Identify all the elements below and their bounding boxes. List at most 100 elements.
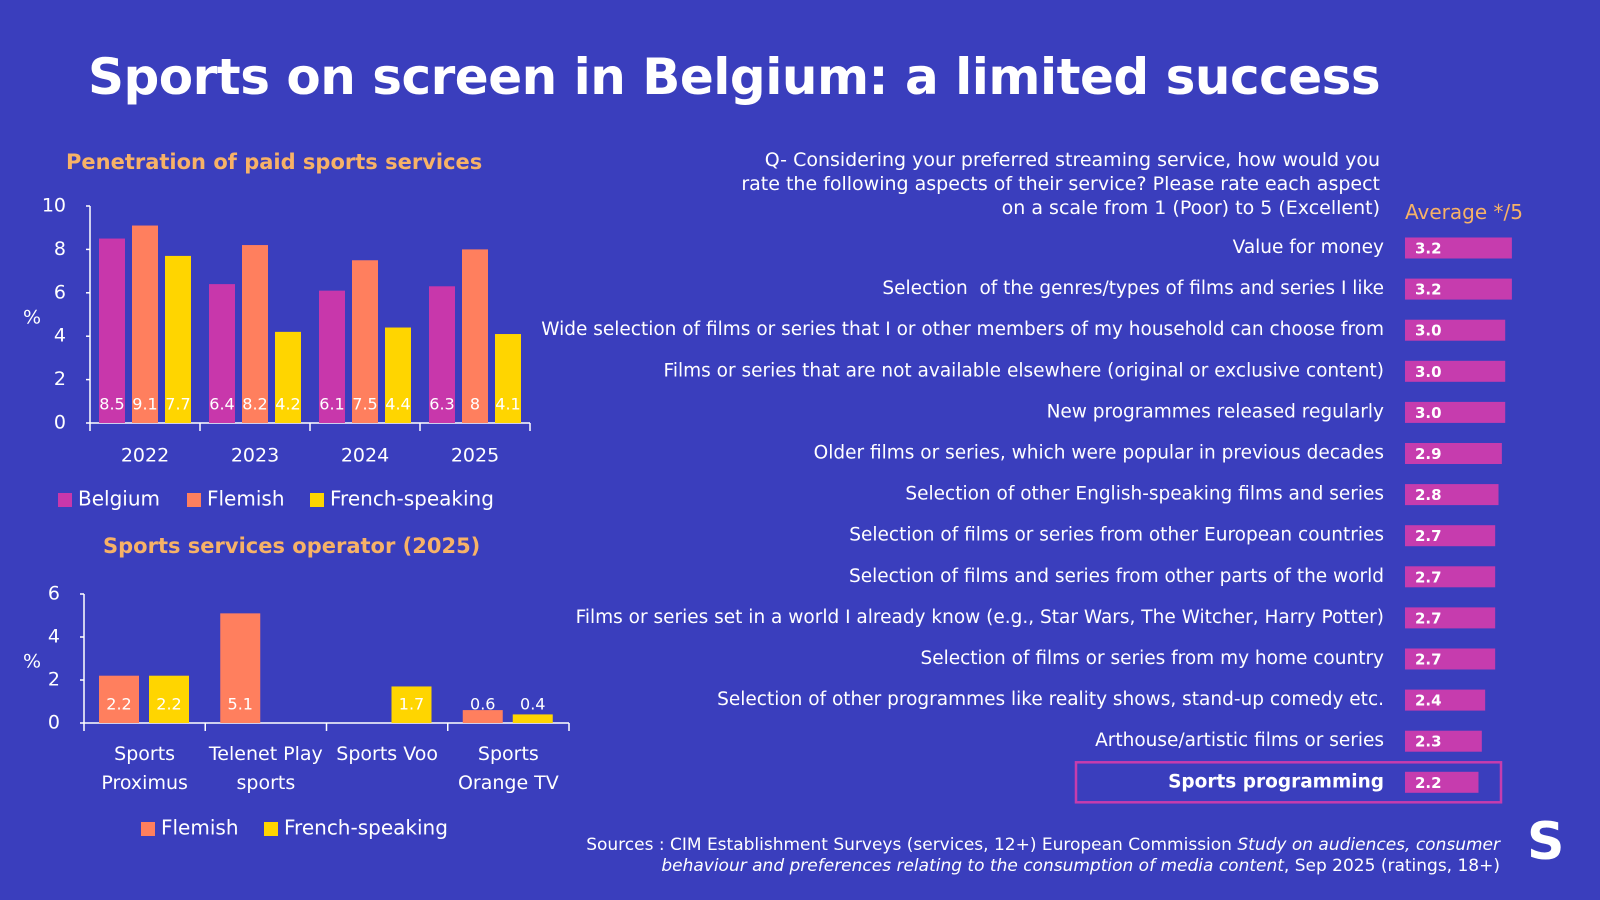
y-tick-label: 6 bbox=[48, 583, 60, 605]
data-label: 0.6 bbox=[470, 695, 495, 714]
category-label: Selection of other programmes like reali… bbox=[717, 689, 1384, 710]
bar bbox=[1405, 771, 1479, 793]
y-tick-label: 2 bbox=[54, 368, 66, 390]
x-tick-label: 2025 bbox=[451, 445, 499, 467]
bar bbox=[1405, 401, 1506, 423]
data-label: 0.4 bbox=[520, 695, 545, 714]
bar bbox=[1405, 237, 1512, 259]
data-label: 2.7 bbox=[1415, 651, 1442, 669]
y-tick-label: 10 bbox=[42, 195, 66, 217]
bar bbox=[512, 714, 553, 723]
category-label: Wide selection of films or series that I… bbox=[541, 319, 1384, 340]
category-label: Arthouse/artistic films or series bbox=[1095, 730, 1384, 751]
legend-label: Flemish bbox=[161, 816, 239, 840]
data-label: 4.4 bbox=[385, 395, 410, 414]
bar bbox=[1405, 525, 1496, 547]
data-label: 2.7 bbox=[1415, 609, 1442, 627]
data-label: 2.2 bbox=[106, 695, 131, 714]
data-label: 3.2 bbox=[1415, 281, 1442, 299]
x-tick-label: Telenet Play sports bbox=[208, 743, 323, 794]
data-label: 8.5 bbox=[99, 395, 124, 414]
data-label: 8.2 bbox=[242, 395, 267, 414]
legend-label: Belgium bbox=[78, 487, 160, 511]
bar bbox=[209, 284, 235, 423]
data-label: 4.1 bbox=[495, 395, 520, 414]
slide-title: Sports on screen in Belgium: a limited s… bbox=[88, 48, 1381, 106]
data-label: 2.7 bbox=[1415, 527, 1442, 545]
data-label: 4.2 bbox=[275, 395, 300, 414]
data-label: 1.7 bbox=[399, 695, 424, 714]
data-label: 2.2 bbox=[156, 695, 181, 714]
bar bbox=[495, 334, 521, 423]
bar bbox=[1405, 689, 1486, 711]
data-label: 2.8 bbox=[1415, 486, 1442, 504]
bar bbox=[352, 260, 378, 423]
y-tick-label: 4 bbox=[48, 626, 60, 648]
bar bbox=[99, 675, 139, 723]
category-label: Sports programming bbox=[1168, 771, 1384, 792]
bar bbox=[319, 290, 345, 423]
data-label: 6.3 bbox=[429, 395, 454, 414]
x-tick-label: 2024 bbox=[341, 445, 389, 467]
category-label: Films or series that are not available e… bbox=[664, 360, 1384, 381]
source-title: Study on audiences, consumer behaviour a… bbox=[661, 835, 1500, 876]
legend-swatch bbox=[264, 822, 278, 836]
data-label: 5.1 bbox=[228, 695, 253, 714]
bar bbox=[242, 245, 268, 423]
bar bbox=[1405, 607, 1496, 629]
y-tick-label: 6 bbox=[54, 281, 66, 303]
legend-swatch bbox=[141, 822, 155, 836]
category-label: Selection of other English-speaking film… bbox=[905, 484, 1384, 505]
bar bbox=[1405, 648, 1496, 670]
category-label: Selection of films and series from other… bbox=[849, 566, 1384, 587]
logo: S bbox=[1527, 812, 1565, 872]
category-label: Value for money bbox=[1233, 237, 1384, 258]
source-text: Sources : CIM Establishment Surveys (ser… bbox=[586, 835, 1238, 855]
legend-swatch bbox=[187, 493, 201, 507]
bar bbox=[1405, 360, 1506, 382]
bar bbox=[275, 331, 301, 423]
x-tick-label: Sports Proximus bbox=[101, 743, 188, 794]
source-text: , Sep 2025 (ratings, 18+) bbox=[1283, 856, 1500, 876]
legend-swatch bbox=[310, 493, 324, 507]
question: Q- Considering your preferred streaming … bbox=[741, 149, 1380, 219]
chart-title: Sports services operator (2025) bbox=[103, 534, 481, 558]
data-label: 6.1 bbox=[319, 395, 344, 414]
bar bbox=[385, 327, 411, 423]
data-label: 2.2 bbox=[1415, 774, 1442, 792]
legend-label: French-speaking bbox=[330, 487, 494, 511]
data-label: 3.0 bbox=[1415, 404, 1442, 422]
x-tick-label: Sports Orange TV bbox=[457, 743, 559, 794]
data-label: 3.2 bbox=[1415, 240, 1442, 258]
data-label: 9.1 bbox=[132, 395, 157, 414]
data-label: 2.9 bbox=[1415, 445, 1442, 463]
legend-swatch bbox=[58, 493, 72, 507]
y-tick-label: 0 bbox=[54, 412, 66, 434]
category-label: New programmes released regularly bbox=[1047, 401, 1384, 422]
data-label: 8 bbox=[470, 395, 480, 414]
y-tick-label: 0 bbox=[48, 712, 60, 734]
category-label: Selection of films or series from other … bbox=[849, 525, 1384, 546]
bar bbox=[1405, 566, 1496, 588]
legend-label: Flemish bbox=[207, 487, 285, 511]
bar bbox=[149, 675, 189, 723]
data-label: 7.5 bbox=[352, 395, 377, 414]
x-tick-label: 2023 bbox=[231, 445, 279, 467]
data-label: 3.0 bbox=[1415, 322, 1442, 340]
highlight-box bbox=[1074, 761, 1503, 804]
bar bbox=[462, 710, 503, 723]
bar bbox=[1405, 484, 1499, 506]
category-label: Selection of the genres/types of films a… bbox=[882, 278, 1384, 299]
value-header: Average */5 bbox=[1405, 200, 1523, 224]
bar bbox=[165, 255, 191, 423]
data-label: 2.3 bbox=[1415, 733, 1442, 751]
bar bbox=[391, 686, 432, 723]
y-tick-label: 8 bbox=[54, 238, 66, 260]
y-axis-label: % bbox=[23, 651, 41, 673]
bar bbox=[1405, 443, 1502, 464]
bar bbox=[220, 613, 261, 723]
bar bbox=[1405, 319, 1506, 341]
category-label: Selection of films or series from my hom… bbox=[920, 648, 1384, 669]
